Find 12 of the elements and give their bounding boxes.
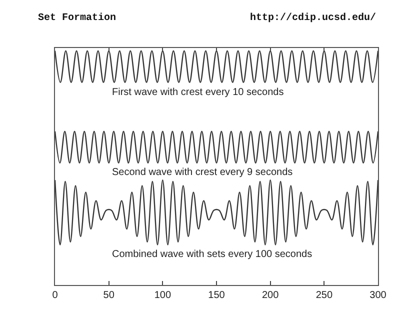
x-tick-label: 300 bbox=[370, 290, 387, 301]
x-tick-label: 100 bbox=[154, 290, 172, 301]
text: Combined wave with sets every 100 seconds bbox=[112, 249, 312, 260]
x-tick-label: 0 bbox=[52, 290, 58, 301]
x-tick-label: 50 bbox=[103, 290, 115, 301]
series-label: Second wave with crest every 9 seconds bbox=[112, 167, 293, 178]
text: http://cdip.ucsd.edu/ bbox=[250, 12, 376, 24]
x-tick-label: 250 bbox=[316, 290, 333, 301]
series-label: First wave with crest every 10 seconds bbox=[112, 87, 284, 98]
x-tick-label: 200 bbox=[262, 290, 280, 301]
chart-title: Set Formation bbox=[38, 12, 116, 24]
x-tick-label: 150 bbox=[208, 290, 226, 301]
